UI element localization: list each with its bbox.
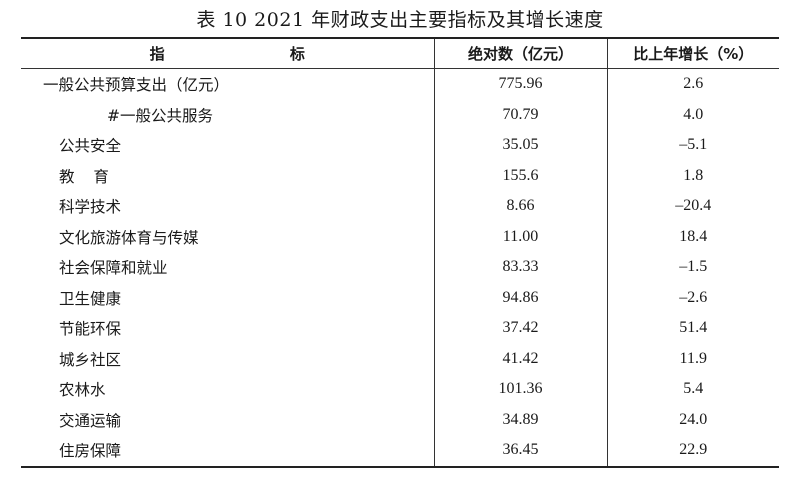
- table-row: 城乡社区 41.42 11.9: [21, 343, 779, 374]
- row-growth: 5.4: [606, 374, 779, 405]
- row-label: 公共安全: [59, 137, 122, 156]
- row-value: 101.36: [433, 374, 607, 405]
- row-value: 83.33: [433, 252, 607, 283]
- row-growth: 51.4: [606, 313, 779, 344]
- row-value: 36.45: [433, 435, 607, 467]
- row-label: 住房保障: [59, 442, 122, 461]
- row-label: 教 育: [59, 167, 109, 186]
- table-row: 交通运输 34.89 24.0: [21, 404, 779, 435]
- row-growth: 24.0: [606, 404, 779, 435]
- row-value: 37.42: [433, 313, 607, 344]
- table-row: 农林水 101.36 5.4: [21, 374, 779, 405]
- table-row: 一般公共预算支出（亿元） 775.96 2.6: [21, 68, 779, 100]
- row-value: 41.42: [433, 343, 607, 374]
- row-label: 节能环保: [59, 320, 122, 339]
- header-row: 指 标 绝对数（亿元） 比上年增长（%）: [21, 38, 779, 69]
- row-value: 34.89: [433, 404, 607, 435]
- row-growth: 2.6: [606, 68, 779, 100]
- row-value: 775.96: [433, 68, 607, 100]
- row-label: 科学技术: [59, 198, 122, 217]
- row-label: 卫生健康: [59, 289, 122, 308]
- table-row: 公共安全 35.05 –5.1: [21, 130, 779, 161]
- row-value: 8.66: [433, 191, 607, 222]
- table-row: 社会保障和就业 83.33 –1.5: [21, 252, 779, 283]
- row-label: 城乡社区: [59, 350, 122, 369]
- header-absolute-value: 绝对数（亿元）: [433, 38, 607, 69]
- row-label: #一般公共服务: [107, 106, 213, 125]
- row-growth: 1.8: [606, 160, 779, 191]
- header-indicator: 指 标: [149, 45, 365, 63]
- table-title: 表 10 2021 年财政支出主要指标及其增长速度: [196, 9, 604, 31]
- row-label: 一般公共预算支出（亿元）: [43, 76, 230, 95]
- row-growth: 11.9: [606, 343, 779, 374]
- row-value: 70.79: [433, 99, 607, 130]
- table-row: 文化旅游体育与传媒 11.00 18.4: [21, 221, 779, 252]
- row-growth: –20.4: [606, 191, 779, 222]
- table-row: 卫生健康 94.86 –2.6: [21, 282, 779, 313]
- row-value: 35.05: [433, 130, 607, 161]
- row-value: 155.6: [433, 160, 607, 191]
- row-label: 文化旅游体育与传媒: [59, 228, 199, 247]
- row-label: 农林水: [59, 381, 106, 400]
- row-growth: –1.5: [606, 252, 779, 283]
- row-label: 交通运输: [59, 411, 122, 430]
- table-row: 节能环保 37.42 51.4: [21, 313, 779, 344]
- table-row: 教 育 155.6 1.8: [21, 160, 779, 191]
- table-row: 住房保障 36.45 22.9: [21, 435, 779, 467]
- row-growth: 4.0: [606, 99, 779, 130]
- row-label: 社会保障和就业: [59, 259, 168, 278]
- row-growth: –2.6: [606, 282, 779, 313]
- table-row: #一般公共服务 70.79 4.0: [21, 99, 779, 130]
- header-growth-rate: 比上年增长（%）: [606, 38, 779, 69]
- row-growth: –5.1: [606, 130, 779, 161]
- row-growth: 22.9: [606, 435, 779, 467]
- table-row: 科学技术 8.66 –20.4: [21, 191, 779, 222]
- row-growth: 18.4: [606, 221, 779, 252]
- row-value: 11.00: [433, 221, 607, 252]
- row-value: 94.86: [433, 282, 607, 313]
- fiscal-expenditure-table: 指 标 绝对数（亿元） 比上年增长（%） 一般公共预算支出（亿元） 775.96…: [21, 37, 779, 468]
